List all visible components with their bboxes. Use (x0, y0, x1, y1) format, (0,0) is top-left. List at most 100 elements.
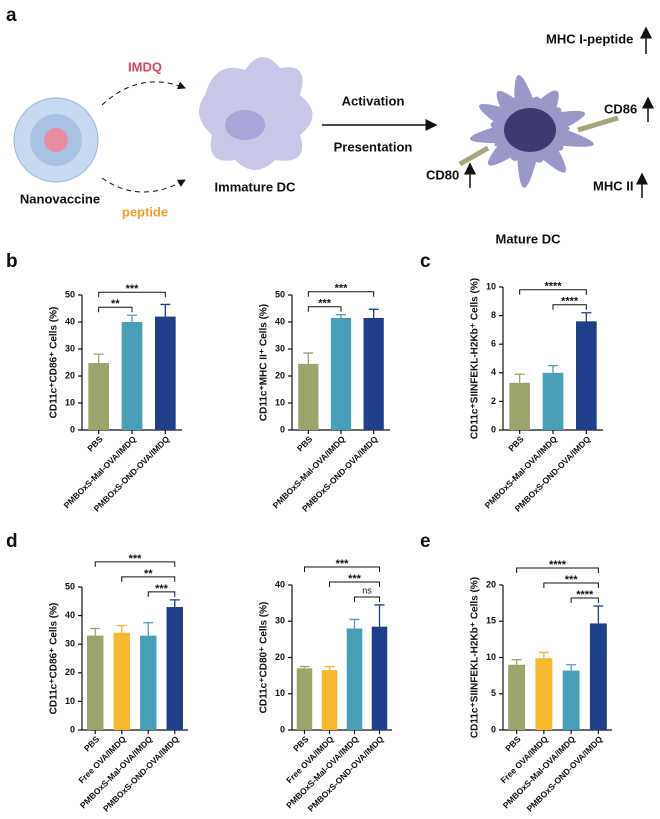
significance-label: ns (362, 585, 372, 595)
y-tick-label: 30 (65, 639, 75, 649)
error-bar (538, 651, 549, 659)
significance-label: **** (549, 559, 567, 571)
peptide-label: peptide (122, 204, 168, 219)
significance-bracket (94, 561, 176, 567)
error-bar (548, 365, 558, 373)
bar (330, 317, 352, 430)
panel-label: c (420, 251, 431, 272)
x-tick-label: PBS (291, 734, 311, 754)
arrow (101, 81, 186, 106)
bar (88, 363, 109, 430)
significance-label: *** (565, 574, 579, 586)
mature-label: Mature DC (495, 231, 561, 246)
y-tick-label: 20 (65, 370, 75, 380)
y-tick-label: 40 (275, 579, 285, 589)
y-tick-label: 0 (70, 724, 75, 734)
nucleus (225, 110, 265, 140)
cd86-label: CD86 (604, 101, 637, 116)
significance-label: **** (576, 589, 594, 601)
y-tick-label: 5 (491, 688, 496, 698)
y-tick-label: 10 (486, 281, 496, 291)
nucleus (504, 108, 556, 152)
error-bar (93, 353, 104, 364)
x-tick-label: PBS (85, 434, 105, 454)
error-bar (336, 314, 346, 318)
y-tick-label: 10 (65, 397, 75, 407)
y-tick-label: 0 (70, 424, 75, 434)
chart: 0 2 4 6 8 10 CD11c⁺SIINFEKL-H2Kb⁺ Cells (%) PBS… (470, 278, 603, 514)
imdq-label: IMDQ (128, 59, 162, 74)
significance-bracket (570, 597, 599, 604)
significance-label: *** (129, 553, 143, 565)
significance-label: *** (336, 558, 350, 570)
x-tick-label: Free OVA/IMDQ (498, 734, 550, 786)
chart: 0 5 10 15 20 CD11c⁺SIINFEKL-H2Kb⁺ Cells (%) PB… (470, 559, 612, 814)
significance-bracket (552, 304, 587, 310)
significance-bracket (543, 582, 599, 589)
bar (363, 317, 384, 430)
bar (535, 658, 553, 730)
bar (298, 363, 319, 430)
significance-bracket (307, 306, 342, 312)
significance-bracket (354, 596, 380, 602)
y-tick-label: 0 (280, 424, 285, 434)
bar (140, 635, 157, 730)
y-tick-label: 20 (486, 579, 496, 589)
y-tick-label: 20 (65, 667, 75, 677)
error-bar (160, 303, 171, 317)
significance-bracket (98, 291, 166, 298)
y-axis-label: CD11c⁺CD86⁺ Cells (%) (49, 307, 60, 419)
bar (562, 670, 580, 730)
panel-label: d (6, 531, 18, 552)
y-tick-label: 8 (491, 310, 496, 320)
bar (113, 632, 130, 730)
y-tick-label: 10 (275, 688, 285, 698)
mhc2-label: MHC II (593, 178, 633, 193)
significance-bracket (121, 576, 176, 582)
error-bar (143, 622, 154, 636)
bar (87, 635, 104, 730)
significance-label: **** (544, 281, 562, 293)
bar (589, 623, 607, 730)
error-bar (374, 604, 385, 627)
y-axis-label: CD11c⁺CD86⁺ Cells (%) (49, 603, 60, 715)
significance-label: **** (561, 296, 579, 308)
significance-label: *** (126, 283, 140, 295)
error-bar (299, 665, 310, 669)
error-bar (324, 665, 335, 671)
significance-label: *** (348, 573, 362, 585)
bar (296, 668, 313, 730)
significance-label: *** (318, 298, 332, 310)
significance-bracket (329, 581, 380, 587)
y-axis-label: CD11c⁺CD80⁺ Cells (%) (259, 602, 270, 714)
panel-label: b (6, 251, 18, 272)
nanovaccine-label: Nanovaccine (20, 191, 100, 206)
y-tick-label: 50 (65, 581, 75, 591)
y-tick-label: 40 (65, 610, 75, 620)
y-axis-label: CD11c⁺SIINFEKL-H2Kb⁺ Cells (%) (470, 278, 481, 439)
x-tick-label: PBS (82, 734, 102, 754)
significance-bracket (304, 566, 380, 572)
presentation-label: Presentation (334, 139, 413, 154)
significance-bracket (147, 591, 176, 597)
bar (576, 321, 597, 430)
x-tick-label: PBS (295, 434, 315, 454)
y-tick-label: 30 (275, 343, 285, 353)
nanovaccine-center (44, 128, 68, 152)
error-bar (581, 312, 592, 322)
y-tick-label: 4 (491, 367, 496, 377)
y-tick-label: 10 (486, 652, 496, 662)
cd80-label: CD80 (426, 167, 459, 182)
error-bar (349, 618, 360, 629)
y-tick-label: 20 (275, 370, 285, 380)
panel-label: e (420, 531, 431, 552)
y-tick-label: 30 (275, 616, 285, 626)
y-tick-label: 15 (486, 616, 496, 626)
arrow (101, 177, 186, 193)
activation-label: Activation (342, 93, 405, 108)
bar (121, 322, 143, 430)
